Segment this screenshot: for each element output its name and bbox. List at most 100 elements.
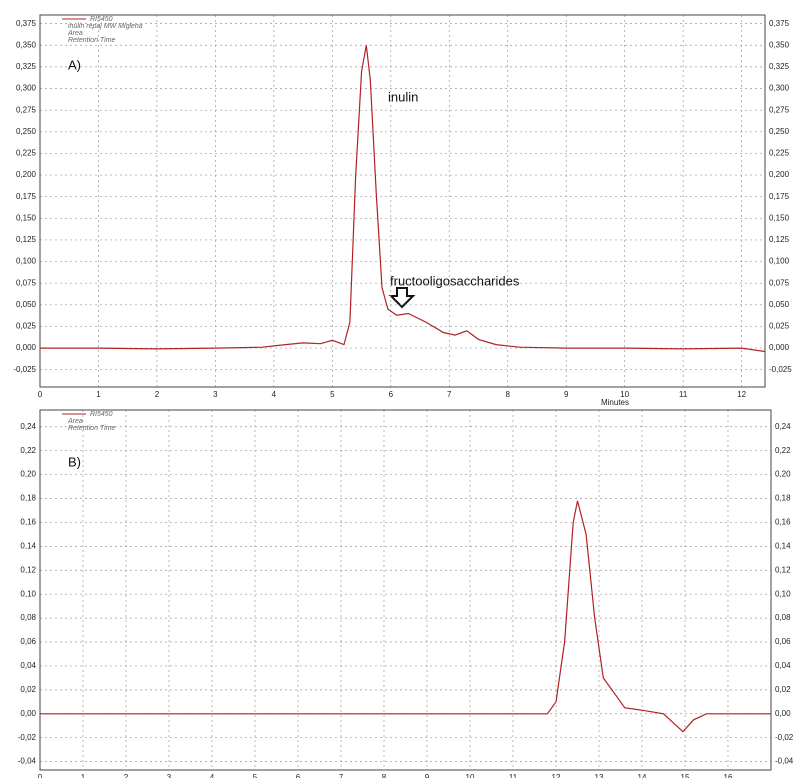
y-tick-label-right: 0,075 [769,278,790,287]
y-tick-label: 0,00 [20,709,36,718]
y-tick-label-right: 0,20 [775,470,791,479]
x-tick-label: 11 [679,390,688,399]
y-tick-label-right: 0,350 [769,40,790,49]
y-tick-label: 0,250 [16,127,37,136]
y-tick-label: 0,000 [16,343,37,352]
legend-note: Retention Time [68,37,116,44]
x-tick-label: 15 [681,773,690,778]
annotation: B) [68,454,81,469]
plot-frame [39,14,766,388]
x-tick-label: 16 [724,773,733,778]
y-tick-label: 0,175 [16,192,37,201]
y-tick-label: 0,12 [20,565,36,574]
y-tick-label: 0,075 [16,278,37,287]
legend-label: RI5450 [90,16,113,23]
x-tick-label: 7 [447,390,452,399]
x-tick-label: 12 [737,390,746,399]
y-tick-label: 0,24 [20,422,36,431]
y-tick-label: 0,125 [16,235,37,244]
x-tick-label: 0 [38,773,43,778]
y-tick-label-right: 0,000 [769,343,790,352]
legend-note: inulin repaj MW Miglena [68,23,143,30]
y-tick-label-right: 0,275 [769,105,790,114]
x-tick-label: 1 [81,773,86,778]
y-tick-label: 0,325 [16,62,37,71]
y-tick-label: 0,375 [16,19,37,28]
trace [40,500,771,733]
trace [40,45,766,353]
y-tick-label-right: 0,050 [769,300,790,309]
annotation: A) [68,57,81,72]
y-tick-label: 0,16 [20,518,36,527]
x-tick-label: 11 [509,773,518,778]
y-tick-label: -0,02 [18,733,37,742]
y-tick-label: 0,150 [16,213,37,222]
y-tick-label-right: 0,325 [769,62,790,71]
y-tick-label-right: 0,375 [769,19,790,28]
x-tick-label: 1 [96,390,101,399]
y-tick-label-right: 0,12 [775,565,791,574]
annotation: fructooligosaccharides [390,273,520,288]
y-tick-label: 0,20 [20,470,36,479]
x-tick-label: 9 [425,773,430,778]
x-tick-label: 4 [272,390,277,399]
y-tick-label: 0,22 [20,446,36,455]
y-tick-label: 0,225 [16,149,37,158]
y-tick-label-right: 0,02 [775,685,791,694]
plot-frame [39,409,772,771]
y-tick-label: 0,200 [16,170,37,179]
x-tick-label: 4 [210,773,215,778]
y-tick-label: 0,08 [20,613,36,622]
x-tick-label: 2 [155,390,160,399]
x-tick-label: 13 [595,773,604,778]
y-tick-label: 0,04 [20,661,36,670]
y-tick-label: 0,275 [16,105,37,114]
y-tick-label: 0,18 [20,494,36,503]
y-tick-label-right: 0,16 [775,518,791,527]
y-tick-label: 0,050 [16,300,37,309]
y-tick-label-right: 0,150 [769,213,790,222]
x-tick-label: 7 [339,773,344,778]
y-tick-label: 0,02 [20,685,36,694]
y-tick-label-right: 0,14 [775,541,791,550]
y-tick-label-right: 0,04 [775,661,791,670]
y-tick-label-right: 0,00 [775,709,791,718]
x-tick-label: 5 [253,773,258,778]
legend-note: Retention Time [68,425,116,432]
x-tick-label: 2 [124,773,129,778]
y-tick-label-right: 0,250 [769,127,790,136]
y-tick-label: 0,300 [16,84,37,93]
y-tick-label-right: 0,125 [769,235,790,244]
x-tick-label: 12 [552,773,561,778]
y-tick-label: 0,06 [20,637,36,646]
x-tick-label: 3 [167,773,172,778]
x-axis-label: Minutes [601,398,629,407]
x-tick-label: 14 [638,773,647,778]
y-tick-label-right: -0,025 [769,365,792,374]
y-tick-label-right: 0,100 [769,257,790,266]
x-tick-label: 10 [466,773,475,778]
y-tick-label-right: -0,02 [775,733,794,742]
y-tick-label-right: 0,06 [775,637,791,646]
x-tick-label: 10 [620,390,629,399]
y-tick-label: -0,025 [13,365,36,374]
x-tick-label: 0 [38,390,43,399]
arrow [388,287,416,309]
y-tick-label: 0,14 [20,541,36,550]
x-tick-label: 5 [330,390,335,399]
y-tick-label-right: 0,200 [769,170,790,179]
annotation: inulin [388,89,418,104]
y-tick-label-right: 0,08 [775,613,791,622]
y-tick-label-right: 0,025 [769,322,790,331]
y-tick-label: 0,025 [16,322,37,331]
y-tick-label: -0,04 [18,757,37,766]
y-tick-label-right: -0,04 [775,757,794,766]
legend-label: RI5450 [90,411,113,418]
y-tick-label-right: 0,24 [775,422,791,431]
y-tick-label-right: 0,10 [775,589,791,598]
x-tick-label: 8 [506,390,511,399]
legend-note: Area [67,30,83,37]
y-tick-label-right: 0,225 [769,149,790,158]
y-tick-label-right: 0,22 [775,446,791,455]
